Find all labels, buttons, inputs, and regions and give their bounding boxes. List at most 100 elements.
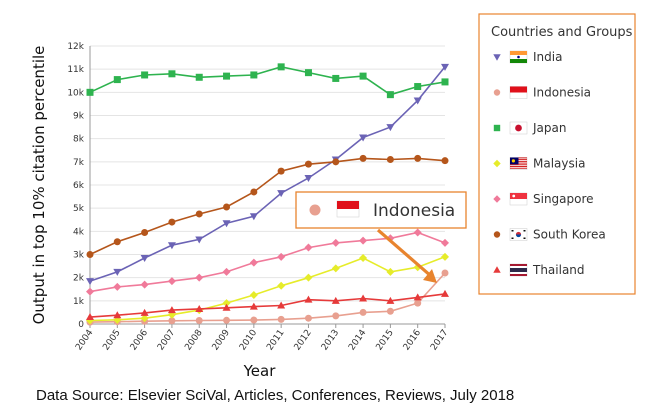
x-tick-label: 2009 [211,328,232,353]
data-point-thailand [86,313,94,321]
legend-marker-japan [493,124,501,132]
data-point-japan [250,71,258,79]
data-point-malaysia [441,252,449,261]
x-tick-label: 2011 [265,328,286,352]
flag-trigram [511,237,514,239]
data-point-indonesia [304,314,312,322]
data-point-south-korea [414,154,422,162]
legend-title: Countries and Groups [491,25,633,40]
x-axis-title: Year [243,362,277,380]
callout-marker-icon [309,204,321,216]
data-point-indonesia [332,312,340,320]
y-tick-label: 2k [73,274,85,284]
flag-singapore-icon [509,192,528,206]
data-point-south-korea [168,218,176,226]
data-point-malaysia [331,264,340,273]
x-tick-label: 2006 [129,328,150,353]
y-tick-label: 4k [73,227,85,237]
flag-indonesia-icon [509,86,528,99]
data-point-south-korea [359,154,367,162]
y-tick-label: 7k [73,158,85,168]
callout-arrow-shaft [376,228,433,278]
data-point-indonesia [168,317,176,325]
data-point-india [413,97,422,105]
x-tick-label: 2007 [156,328,177,352]
legend-marker-singapore [493,195,501,203]
data-point-indonesia [386,307,394,315]
x-tick-label: 2004 [74,328,95,353]
flag-trigram [523,237,526,239]
data-point-singapore [331,238,340,247]
series-line-india [89,66,446,282]
data-point-thailand [167,306,176,314]
flag-crescent [511,159,515,163]
data-point-singapore [359,236,368,245]
data-point-south-korea [304,160,312,168]
series-line-indonesia [89,272,446,323]
data-point-japan [223,72,231,80]
data-point-south-korea [386,156,394,164]
data-point-thailand [359,294,368,302]
flag-wheel [517,55,520,59]
flag-taegeuk [515,231,522,235]
data-point-singapore [249,258,258,267]
y-tick-label: 3k [73,251,85,261]
data-point-thailand [277,301,286,309]
data-point-singapore [195,273,204,282]
flag-stripe [510,167,527,169]
data-point-indonesia [441,269,449,277]
data-point-japan [441,78,449,86]
x-tick-label: 2014 [347,328,368,353]
series-line-malaysia [89,256,446,322]
data-point-malaysia [277,281,286,290]
data-point-indonesia [195,317,203,325]
data-point-india [249,213,258,221]
legend-label-thailand: Thailand [532,263,585,277]
flag-south-korea-icon [509,228,528,241]
x-tick-label: 2013 [320,328,341,352]
flag-stripe [510,164,527,166]
x-tick-label: 2017 [429,328,450,352]
data-point-singapore [222,267,231,276]
x-tick-label: 2008 [183,328,204,353]
data-point-south-korea [332,158,340,166]
legend-marker-thailand [493,266,501,273]
legend-label-malaysia: Malaysia [533,157,585,171]
data-point-thailand [195,304,204,312]
data-point-malaysia [359,253,368,262]
data-source-note: Data Source: Elsevier SciVal, Articles, … [36,387,515,404]
data-point-japan [414,83,422,91]
flag-indonesia-icon [336,200,360,218]
flag-india-icon [509,50,528,64]
data-point-south-korea [277,167,285,175]
x-tick-label: 2015 [375,328,396,352]
legend-box [478,13,636,295]
data-point-thailand [222,303,231,311]
data-point-singapore [413,228,422,237]
data-point-india [441,63,449,71]
flag-disc [515,124,522,132]
y-tick-label: 8k [73,135,85,145]
y-tick-label: 12k [67,42,84,52]
legend-marker-south-korea [493,231,501,238]
y-tick-label: 0 [78,320,84,330]
data-point-japan [168,70,176,78]
legend-marker-indonesia [493,89,501,96]
legend-label-japan: Japan [532,121,566,135]
data-point-thailand [386,296,395,304]
data-point-singapore [167,277,176,286]
flag-malaysia-icon [509,157,528,170]
x-tick-label: 2010 [238,328,259,353]
data-point-india [195,236,204,244]
y-tick-label: 9k [73,112,85,122]
flag-thailand-icon [509,263,528,277]
callout-label: Indonesia [373,201,455,221]
data-point-south-korea [250,188,258,196]
data-point-thailand [331,296,340,304]
y-tick-label: 1k [73,297,85,307]
flag-stripe [510,166,527,167]
callout-box [295,191,467,229]
data-point-indonesia [414,299,422,307]
y-axis-title: Output in top 10% citation percentile [30,46,48,325]
data-point-india [304,175,313,183]
